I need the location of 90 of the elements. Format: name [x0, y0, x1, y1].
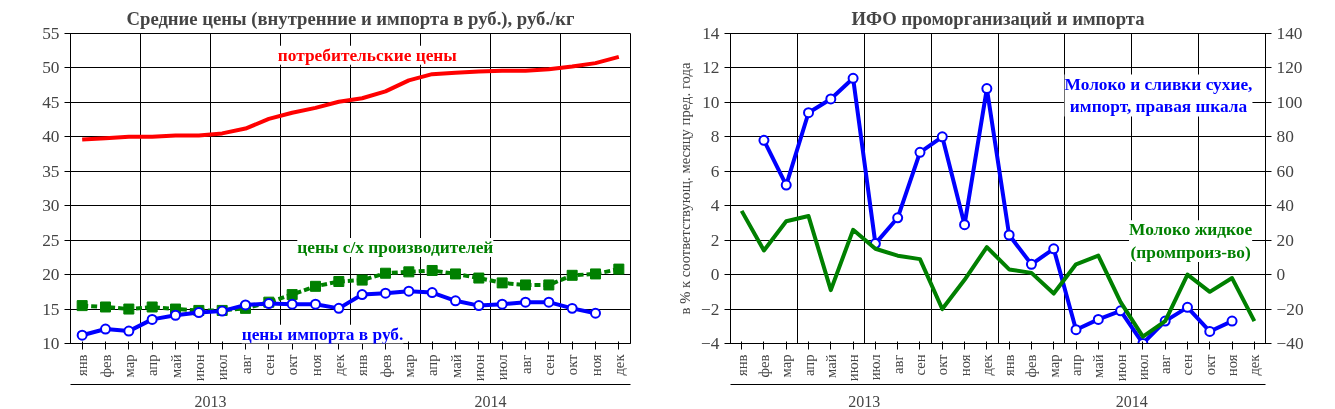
chart-title: ИФО проморганизаций и импорта [851, 7, 1146, 29]
y-tick-label: 25 [42, 230, 60, 250]
x-tick-label: мар [1045, 354, 1062, 378]
x-tick-label: янв [74, 354, 91, 376]
y-axis-title: в % к соответствующ. месяцу пред. года [677, 62, 694, 315]
y-tick-label: 55 [42, 24, 60, 43]
x-tick-label: ноя [1224, 354, 1241, 377]
chart-title: Средние цены (внутренние и импорта в руб.), руб./кг [126, 7, 575, 30]
y2-tick-label: 40 [1276, 196, 1294, 216]
x-tick-label: май [447, 354, 464, 379]
y2-tick-label: 140 [1276, 24, 1303, 43]
x-tick-label: июн [845, 354, 862, 382]
y-tick-label: 8 [710, 127, 720, 147]
x-tick-label: июл [867, 354, 884, 381]
y-tick-label: 0 [710, 265, 720, 285]
y2-tick-label: −40 [1276, 334, 1304, 353]
x-tick-label: июн [1112, 354, 1129, 382]
x-tick-label: апр [424, 354, 441, 376]
y2-tick-label: 80 [1276, 127, 1294, 147]
x-tick-label: дек [610, 353, 627, 376]
x-tick-label: дек [978, 353, 995, 376]
x-tick-label: июл [494, 354, 511, 381]
x-tick-label: ноя [307, 354, 324, 377]
y-tick-label: 10 [702, 92, 720, 112]
y-tick-label: 4 [710, 196, 720, 216]
y2-tick-label: 60 [1276, 161, 1294, 181]
x-tick-label: май [167, 354, 184, 379]
y-tick-label: 30 [42, 196, 60, 216]
x-tick-label: апр [144, 354, 161, 376]
x-tick-label: фев [377, 354, 394, 378]
y-tick-label: 50 [42, 58, 60, 78]
x-tick-label: сен [260, 354, 277, 376]
annotation: Молоко жидкое (промпроиз-во) [1129, 220, 1253, 263]
y-tick-label: 15 [42, 299, 60, 319]
y-tick-label: −4 [701, 334, 720, 353]
y2-tick-label: −20 [1276, 299, 1304, 319]
x-tick-label: мар [778, 354, 795, 378]
y-tick-label: 40 [42, 127, 60, 147]
annotation: цены с/х производителей [297, 237, 494, 257]
x-tick-label: авг [517, 354, 534, 374]
x-tick-label: сен [1179, 354, 1196, 376]
x-tick-label: сен [911, 354, 928, 376]
x-tick-label: янв [1001, 354, 1018, 376]
x-tick-label: авг [237, 354, 254, 374]
y-tick-label: 45 [42, 92, 60, 112]
x-tick-label: янв [733, 354, 750, 376]
x-tick-label: фев [97, 354, 114, 378]
text: 2014 [474, 392, 507, 409]
y-tick-label: 12 [702, 58, 720, 78]
y-tick-label: −2 [701, 299, 720, 319]
x-tick-label: авг [889, 354, 906, 374]
x-tick-label: июл [1134, 354, 1151, 381]
annotation: цены импорта в руб. [241, 324, 404, 344]
y-tick-label: 10 [42, 334, 60, 353]
y-tick-label: 2 [710, 230, 720, 250]
x-tick-label: апр [800, 354, 817, 376]
x-tick-label: фев [1023, 354, 1040, 378]
y2-tick-label: 100 [1276, 92, 1303, 112]
text: 2014 [1115, 392, 1148, 409]
x-tick-label: окт [284, 353, 301, 376]
text: 2013 [194, 392, 227, 409]
x-tick-label: ноя [956, 354, 973, 377]
y-tick-label: 6 [710, 161, 720, 181]
y2-tick-label: 0 [1276, 265, 1286, 285]
y-tick-label: 20 [42, 265, 60, 285]
x-tick-label: июн [470, 354, 487, 382]
x-tick-label: фев [755, 354, 772, 378]
x-tick-label: июл [214, 354, 231, 381]
y2-tick-label: 120 [1276, 58, 1303, 78]
x-tick-label: окт [564, 353, 581, 376]
x-tick-label: мар [120, 354, 137, 378]
x-tick-label: окт [1201, 353, 1218, 376]
x-tick-label: май [822, 354, 839, 379]
x-tick-label: июн [190, 354, 207, 382]
x-tick-label: авг [1157, 354, 1174, 374]
y-tick-label: 14 [702, 24, 720, 43]
text: 2013 [848, 392, 881, 409]
x-tick-label: май [1090, 354, 1107, 379]
x-tick-label: апр [1068, 354, 1085, 376]
y-tick-label: 35 [42, 161, 60, 181]
x-tick-label: окт [934, 353, 951, 376]
x-tick-label: сен [540, 354, 557, 376]
x-tick-label: ноя [587, 354, 604, 377]
x-tick-label: янв [354, 354, 371, 376]
x-tick-label: дек [1246, 353, 1263, 376]
annotation: Молоко и сливки сухие, импорт, правая шкала [1064, 74, 1253, 117]
x-tick-label: дек [330, 353, 347, 376]
annotation: потребительские цены [277, 45, 458, 65]
x-tick-label: мар [400, 354, 417, 378]
y2-tick-label: 20 [1276, 230, 1294, 250]
